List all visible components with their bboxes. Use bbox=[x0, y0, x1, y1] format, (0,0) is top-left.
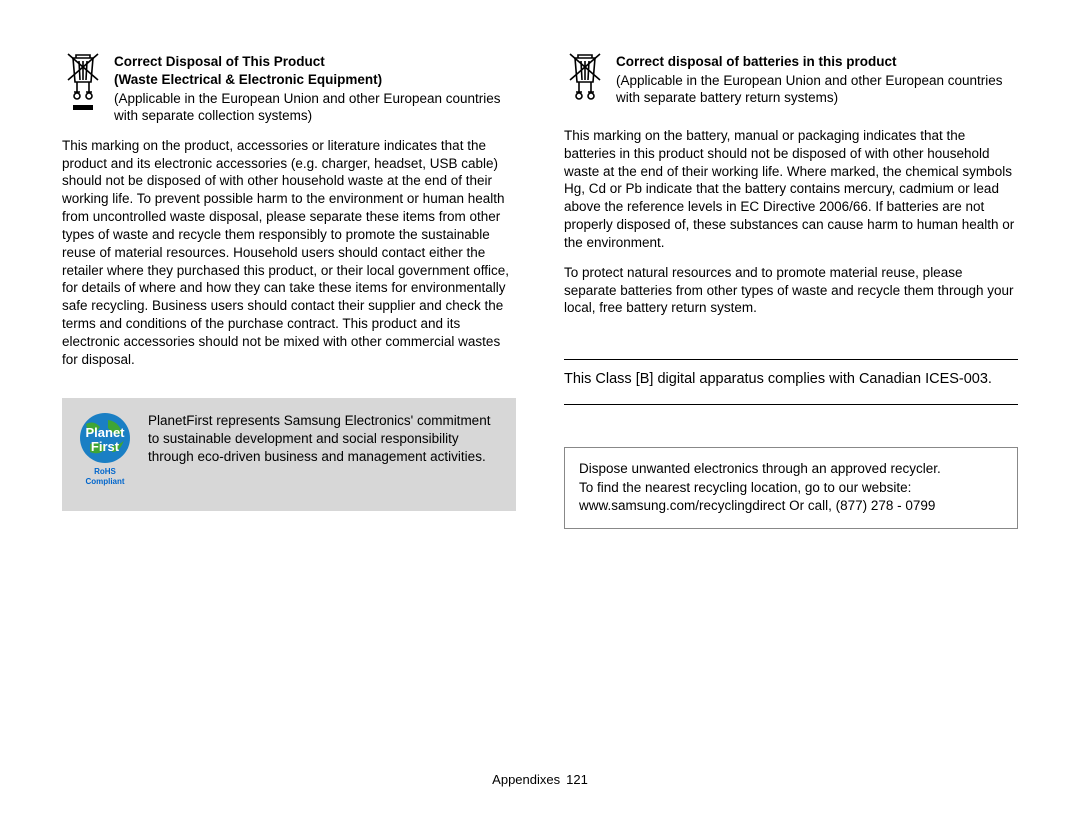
class-b-text: This Class [B] digital apparatus complie… bbox=[564, 360, 1018, 404]
page-footer: Appendixes 121 bbox=[0, 772, 1080, 787]
svg-text:RoHS: RoHS bbox=[94, 467, 116, 476]
right-body-1: This marking on the battery, manual or p… bbox=[564, 127, 1018, 252]
left-applicable: (Applicable in the European Union and ot… bbox=[114, 90, 516, 125]
left-title-line1: Correct Disposal of This Product bbox=[114, 54, 516, 71]
left-column: Correct Disposal of This Product (Waste … bbox=[62, 52, 516, 529]
svg-text:Compliant: Compliant bbox=[85, 477, 124, 486]
planet-first-text: PlanetFirst represents Samsung Electroni… bbox=[148, 412, 502, 465]
left-title-line2: (Waste Electrical & Electronic Equipment… bbox=[114, 72, 516, 89]
footer-section: Appendixes bbox=[492, 772, 560, 787]
left-body: This marking on the product, accessories… bbox=[62, 137, 516, 369]
right-header: Correct disposal of batteries in this pr… bbox=[564, 52, 1018, 115]
footer-page: 121 bbox=[566, 772, 588, 787]
right-applicable: (Applicable in the European Union and ot… bbox=[616, 72, 1018, 107]
class-b-section: This Class [B] digital apparatus complie… bbox=[564, 359, 1018, 405]
planet-first-logo: Planet First RoHS Compliant bbox=[76, 412, 134, 497]
dispose-text: Dispose unwanted electronics through an … bbox=[579, 461, 941, 514]
dispose-box: Dispose unwanted electronics through an … bbox=[564, 447, 1018, 530]
left-header: Correct Disposal of This Product (Waste … bbox=[62, 52, 516, 125]
planet-first-box: Planet First RoHS Compliant PlanetFirst … bbox=[62, 398, 516, 511]
right-column: Correct disposal of batteries in this pr… bbox=[564, 52, 1018, 529]
battery-bin-icon bbox=[564, 52, 606, 115]
divider-bottom bbox=[564, 404, 1018, 405]
weee-bin-icon bbox=[62, 52, 104, 125]
svg-text:Planet: Planet bbox=[85, 425, 125, 440]
right-title: Correct disposal of batteries in this pr… bbox=[616, 54, 1018, 71]
right-body-2: To protect natural resources and to prom… bbox=[564, 264, 1018, 317]
svg-text:First: First bbox=[91, 439, 120, 454]
